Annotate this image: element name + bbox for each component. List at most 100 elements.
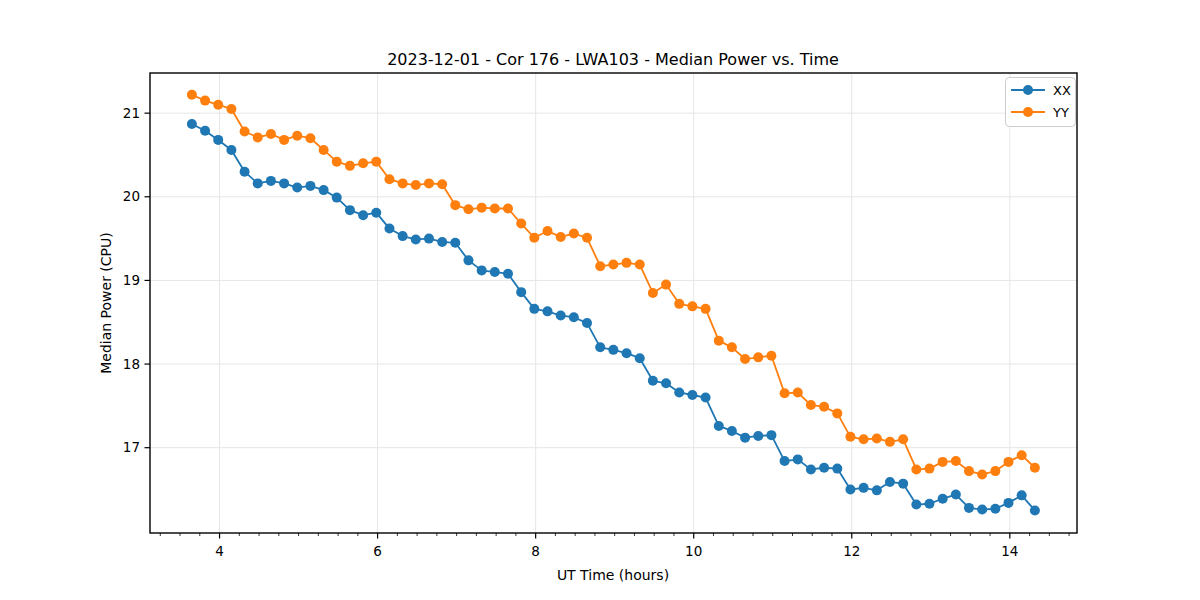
- data-point-xx: [648, 376, 658, 386]
- data-point-yy: [990, 466, 1000, 476]
- data-point-yy: [740, 354, 750, 364]
- data-point-yy: [924, 464, 934, 474]
- y-tick-label: 19: [123, 272, 140, 288]
- data-point-xx: [569, 312, 579, 322]
- data-point-yy: [845, 432, 855, 442]
- x-tick-label: 14: [1001, 543, 1018, 559]
- data-point-xx: [200, 126, 210, 136]
- data-point-yy: [832, 408, 842, 418]
- data-point-xx: [674, 387, 684, 397]
- data-point-xx: [819, 463, 829, 473]
- data-point-yy: [463, 204, 473, 214]
- data-point-yy: [674, 299, 684, 309]
- data-point-yy: [543, 226, 553, 236]
- data-point-xx: [424, 234, 434, 244]
- data-point-xx: [240, 167, 250, 177]
- x-tick-label: 12: [843, 543, 860, 559]
- data-point-xx: [938, 494, 948, 504]
- data-point-xx: [529, 304, 539, 314]
- data-point-yy: [279, 135, 289, 145]
- legend-label-xx: XX: [1053, 83, 1071, 98]
- data-point-yy: [911, 464, 921, 474]
- legend-marker-icon-xx: [1023, 85, 1033, 95]
- data-point-xx: [384, 224, 394, 234]
- data-point-xx: [608, 345, 618, 355]
- data-point-yy: [503, 203, 513, 213]
- data-point-xx: [635, 353, 645, 363]
- data-point-xx: [977, 505, 987, 515]
- data-point-yy: [345, 161, 355, 171]
- y-axis-label: Median Power (CPU): [98, 232, 114, 374]
- legend-label-yy: YY: [1052, 105, 1069, 120]
- data-point-xx: [477, 265, 487, 275]
- data-point-xx: [595, 342, 605, 352]
- data-point-yy: [727, 342, 737, 352]
- data-point-yy: [437, 179, 447, 189]
- data-point-xx: [885, 477, 895, 487]
- data-point-xx: [437, 237, 447, 247]
- data-point-yy: [411, 180, 421, 190]
- data-point-xx: [701, 393, 711, 403]
- data-point-yy: [490, 203, 500, 213]
- data-point-xx: [714, 421, 724, 431]
- data-point-xx: [463, 255, 473, 265]
- data-point-yy: [753, 352, 763, 362]
- data-point-yy: [332, 157, 342, 167]
- data-point-yy: [450, 200, 460, 210]
- data-point-xx: [253, 178, 263, 188]
- data-point-yy: [187, 90, 197, 100]
- data-point-xx: [1030, 505, 1040, 515]
- chart-figure: 468101214 1718192021 2023-12-01 - Cor 17…: [0, 0, 1200, 600]
- data-point-xx: [279, 178, 289, 188]
- data-point-yy: [687, 301, 697, 311]
- data-point-yy: [200, 96, 210, 106]
- data-point-xx: [345, 205, 355, 215]
- data-point-xx: [780, 456, 790, 466]
- data-point-yy: [898, 434, 908, 444]
- data-point-yy: [292, 131, 302, 141]
- data-point-xx: [964, 503, 974, 513]
- data-point-yy: [529, 233, 539, 243]
- x-axis: 468101214: [160, 533, 1069, 559]
- data-point-yy: [780, 388, 790, 398]
- data-point-yy: [806, 400, 816, 410]
- data-point-xx: [332, 193, 342, 203]
- data-point-yy: [872, 433, 882, 443]
- x-tick-label: 4: [215, 543, 224, 559]
- data-point-xx: [911, 500, 921, 510]
- x-tick-label: 10: [685, 543, 702, 559]
- data-point-yy: [608, 260, 618, 270]
- chart-title: 2023-12-01 - Cor 176 - LWA103 - Median P…: [387, 50, 839, 69]
- data-point-xx: [543, 306, 553, 316]
- y-tick-label: 18: [123, 356, 140, 372]
- data-point-xx: [845, 485, 855, 495]
- data-point-yy: [977, 469, 987, 479]
- data-point-xx: [292, 183, 302, 193]
- data-point-xx: [266, 176, 276, 186]
- data-point-yy: [569, 229, 579, 239]
- data-point-yy: [226, 104, 236, 114]
- data-point-yy: [1030, 463, 1040, 473]
- y-axis: 1718192021: [123, 105, 150, 456]
- data-point-yy: [766, 351, 776, 361]
- data-point-xx: [1003, 498, 1013, 508]
- data-point-xx: [305, 181, 315, 191]
- data-point-xx: [859, 483, 869, 493]
- data-point-xx: [753, 431, 763, 441]
- data-point-yy: [661, 280, 671, 290]
- y-tick-label: 21: [123, 105, 140, 121]
- data-point-xx: [832, 464, 842, 474]
- x-tick-label: 6: [373, 543, 382, 559]
- data-point-xx: [187, 119, 197, 129]
- data-point-yy: [253, 132, 263, 142]
- data-point-xx: [622, 348, 632, 358]
- data-point-yy: [714, 336, 724, 346]
- data-point-yy: [793, 387, 803, 397]
- data-point-xx: [213, 135, 223, 145]
- data-point-yy: [819, 402, 829, 412]
- data-point-yy: [595, 261, 605, 271]
- data-point-xx: [806, 464, 816, 474]
- data-point-yy: [240, 127, 250, 137]
- data-point-yy: [622, 258, 632, 268]
- data-point-xx: [687, 390, 697, 400]
